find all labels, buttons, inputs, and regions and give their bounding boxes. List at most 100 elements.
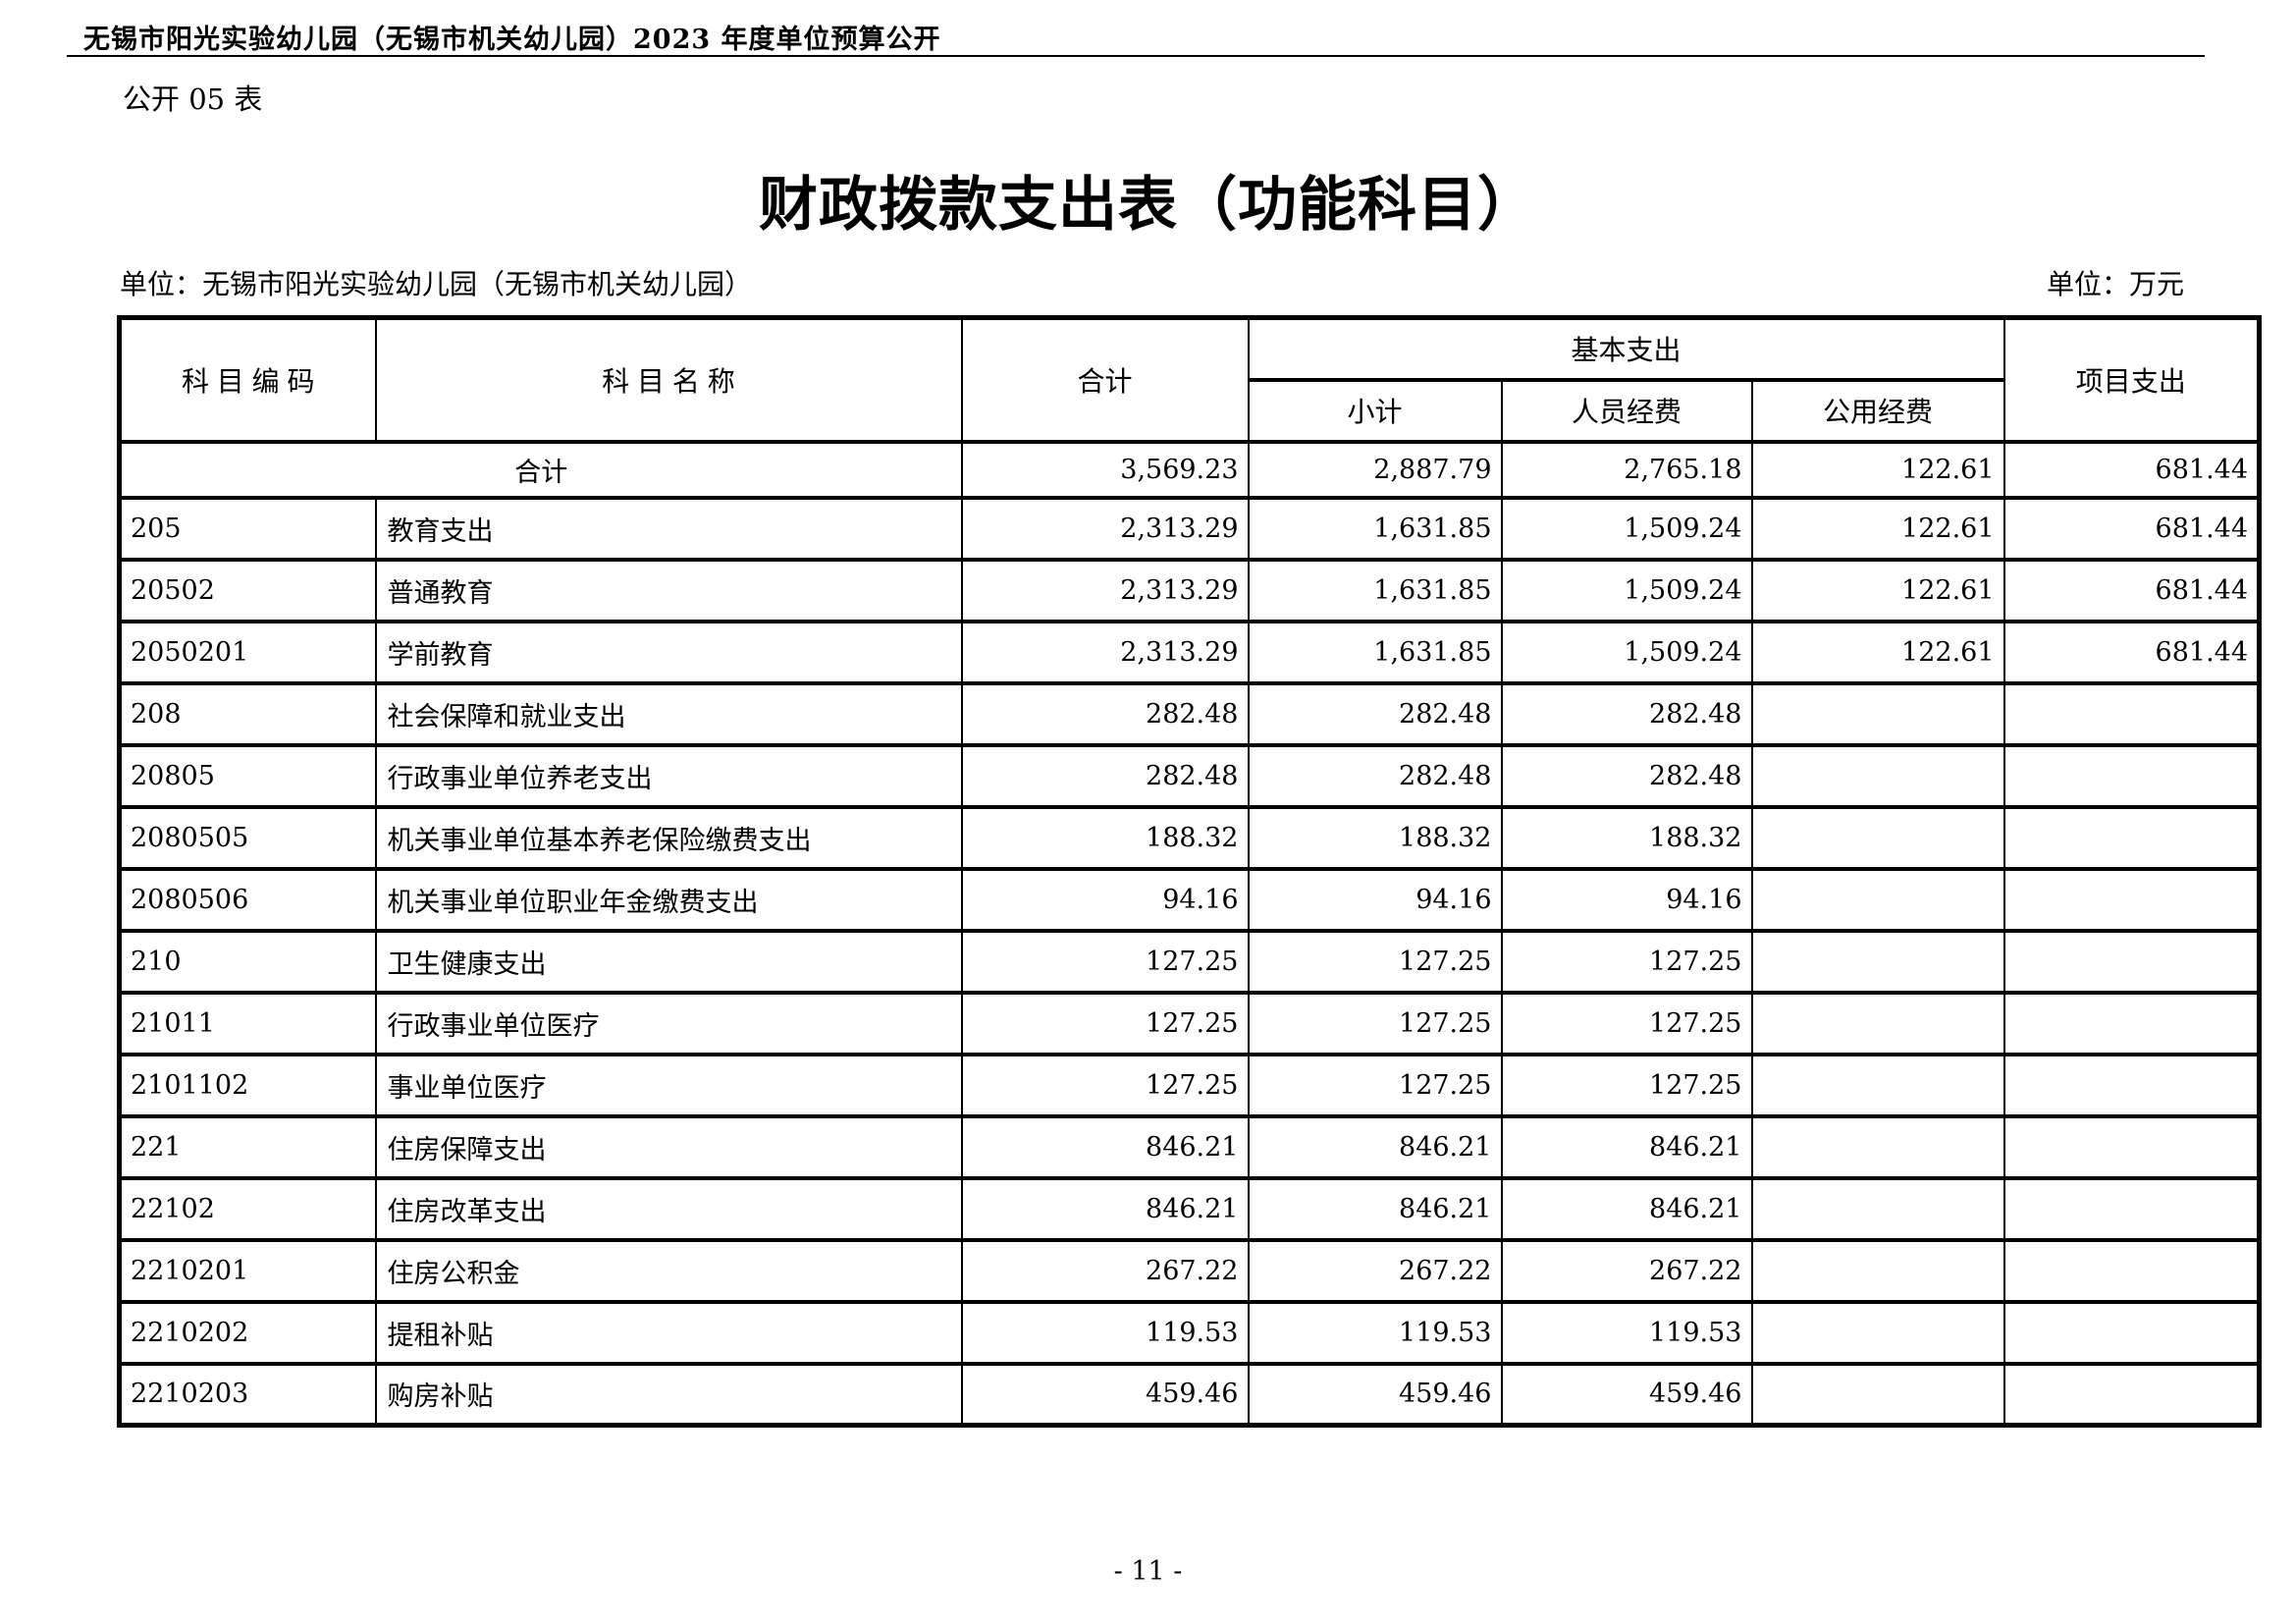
personnel-funds-value: 94.16	[1500, 866, 1753, 933]
project-expenditure-value	[2002, 1361, 2261, 1428]
project-expenditure-value: 681.44	[2002, 439, 2261, 500]
personnel-funds-value: 846.21	[1500, 1175, 1753, 1242]
subject-code-cell: 20502	[118, 557, 377, 623]
basic-subtotal-value: 127.25	[1247, 928, 1503, 995]
project-expenditure-value	[2002, 1237, 2261, 1304]
subject-code-cell: 2050201	[118, 619, 377, 685]
public-funds-value	[1750, 680, 2005, 747]
personnel-funds-value: 127.25	[1500, 990, 1753, 1056]
public-funds-value	[1750, 1299, 2005, 1366]
subject-code-cell: 2080506	[118, 866, 377, 933]
total-value: 2,313.29	[960, 495, 1250, 562]
personnel-funds-value: 2,765.18	[1500, 439, 1753, 500]
total-value: 3,569.23	[960, 439, 1250, 500]
table-row: 21011 行政事业单位医疗 127.25 127.25 127.25	[118, 990, 2261, 1056]
table-row: 208 社会保障和就业支出 282.48 282.48 282.48	[118, 680, 2261, 747]
table-row: 221 住房保障支出 846.21 846.21 846.21	[118, 1113, 2261, 1180]
project-expenditure-value	[2002, 1175, 2261, 1242]
column-header-subtotal: 小计	[1247, 377, 1503, 444]
public-funds-value	[1750, 928, 2005, 995]
column-header-total: 合计	[960, 315, 1250, 444]
budget-table-header: 科目编码 科目名称 合计 基本支出 项目支出 小计 人员经费 公用经费	[118, 315, 2261, 444]
subject-name-cell: 事业单位医疗	[374, 1052, 963, 1118]
subject-name-cell: 购房补贴	[374, 1361, 963, 1428]
subject-code-cell: 20805	[118, 742, 377, 809]
table-row: 2210201 住房公积金 267.22 267.22 267.22	[118, 1237, 2261, 1304]
personnel-funds-value: 119.53	[1500, 1299, 1753, 1366]
page-title: 财政拨款支出表（功能科目）	[759, 171, 1537, 240]
total-value: 282.48	[960, 680, 1250, 747]
table-row-grand-total: 合计 3,569.23 2,887.79 2,765.18 122.61 681.44	[118, 439, 2261, 500]
column-header-subject-code: 科目编码	[118, 315, 377, 444]
header-row-1: 科目编码 科目名称 合计 基本支出 项目支出	[118, 315, 2261, 444]
subject-code-cell: 205	[118, 495, 377, 562]
basic-subtotal-value: 267.22	[1247, 1237, 1503, 1304]
personnel-funds-value: 282.48	[1500, 742, 1753, 809]
subject-name-cell: 行政事业单位医疗	[374, 990, 963, 1056]
public-funds-value: 122.61	[1750, 557, 2005, 623]
subject-name-cell: 提租补贴	[374, 1299, 963, 1366]
header-row-2: 小计 人员经费 公用经费	[120, 377, 2260, 444]
basic-subtotal-value: 119.53	[1247, 1299, 1503, 1366]
header-divider-rule	[67, 55, 2205, 57]
public-funds-value	[1750, 1113, 2005, 1180]
public-funds-value: 122.61	[1750, 619, 2005, 685]
public-funds-value: 122.61	[1750, 495, 2005, 562]
project-expenditure-value	[2002, 680, 2261, 747]
total-value: 127.25	[960, 1052, 1250, 1118]
basic-subtotal-value: 846.21	[1247, 1113, 1503, 1180]
page-number: - 11 -	[1113, 1556, 1183, 1587]
project-expenditure-value	[2002, 866, 2261, 933]
grand-total-label: 合计	[118, 439, 963, 500]
table-row: 205 教育支出 2,313.29 1,631.85 1,509.24 122.61 681…	[118, 495, 2261, 562]
table-row: 22102 住房改革支出 846.21 846.21 846.21	[118, 1175, 2261, 1242]
column-header-project-expenditure: 项目支出	[2002, 315, 2261, 444]
column-header-subject-name: 科目名称	[374, 315, 963, 444]
personnel-funds-value: 1,509.24	[1500, 495, 1753, 562]
table-row: 2101102 事业单位医疗 127.25 127.25 127.25	[118, 1052, 2261, 1118]
table-body: 合计 3,569.23 2,887.79 2,765.18 122.61 681.44 20…	[118, 439, 2261, 1428]
basic-subtotal-value: 1,631.85	[1247, 557, 1503, 623]
subject-code-cell: 21011	[118, 990, 377, 1056]
subject-code-cell: 2210202	[118, 1299, 377, 1366]
subject-name-cell: 住房保障支出	[374, 1113, 963, 1180]
total-value: 127.25	[960, 990, 1250, 1056]
subject-name-cell: 行政事业单位养老支出	[374, 742, 963, 809]
subject-code-cell: 2210203	[118, 1361, 377, 1428]
personnel-funds-value: 267.22	[1500, 1237, 1753, 1304]
public-funds-value	[1750, 1052, 2005, 1118]
total-value: 127.25	[960, 928, 1250, 995]
basic-subtotal-value: 282.48	[1247, 680, 1503, 747]
budget-table: 科目编码 科目名称 合计 基本支出 项目支出 小计 人员经费 公用经费 合计 3,…	[117, 315, 2263, 1428]
public-funds-value	[1750, 990, 2005, 1056]
basic-subtotal-value: 127.25	[1247, 990, 1503, 1056]
project-expenditure-value	[2002, 928, 2261, 995]
subject-name-cell: 社会保障和就业支出	[374, 680, 963, 747]
project-expenditure-value	[2002, 742, 2261, 809]
table-row: 20502 普通教育 2,313.29 1,631.85 1,509.24 122.61 6…	[118, 557, 2261, 623]
project-expenditure-value	[2002, 990, 2261, 1056]
subject-name-cell: 普通教育	[374, 557, 963, 623]
basic-subtotal-value: 127.25	[1247, 1052, 1503, 1118]
project-expenditure-value	[2002, 1299, 2261, 1366]
subject-code-cell: 208	[118, 680, 377, 747]
column-header-public-funds: 公用经费	[1750, 377, 2005, 444]
subject-name-cell: 教育支出	[374, 495, 963, 562]
total-value: 94.16	[960, 866, 1250, 933]
document-running-header: 无锡市阳光实验幼儿园（无锡市机关幼儿园）2023 年度单位预算公开	[83, 25, 941, 55]
basic-subtotal-value: 188.32	[1247, 804, 1503, 871]
basic-subtotal-value: 282.48	[1247, 742, 1503, 809]
public-funds-value: 122.61	[1750, 439, 2005, 500]
basic-subtotal-value: 1,631.85	[1247, 619, 1503, 685]
total-value: 846.21	[960, 1175, 1250, 1242]
total-value: 188.32	[960, 804, 1250, 871]
table-row: 2210203 购房补贴 459.46 459.46 459.46	[118, 1361, 2261, 1428]
public-funds-value	[1750, 742, 2005, 809]
subject-name-cell: 学前教育	[374, 619, 963, 685]
total-value: 267.22	[960, 1237, 1250, 1304]
personnel-funds-value: 459.46	[1500, 1361, 1753, 1428]
subject-name-cell: 卫生健康支出	[374, 928, 963, 995]
basic-subtotal-value: 1,631.85	[1247, 495, 1503, 562]
table-row: 2080505 机关事业单位基本养老保险缴费支出 188.32 188.32 188.3…	[118, 804, 2261, 871]
column-header-basic-expenditure-group: 基本支出	[1247, 315, 2005, 382]
